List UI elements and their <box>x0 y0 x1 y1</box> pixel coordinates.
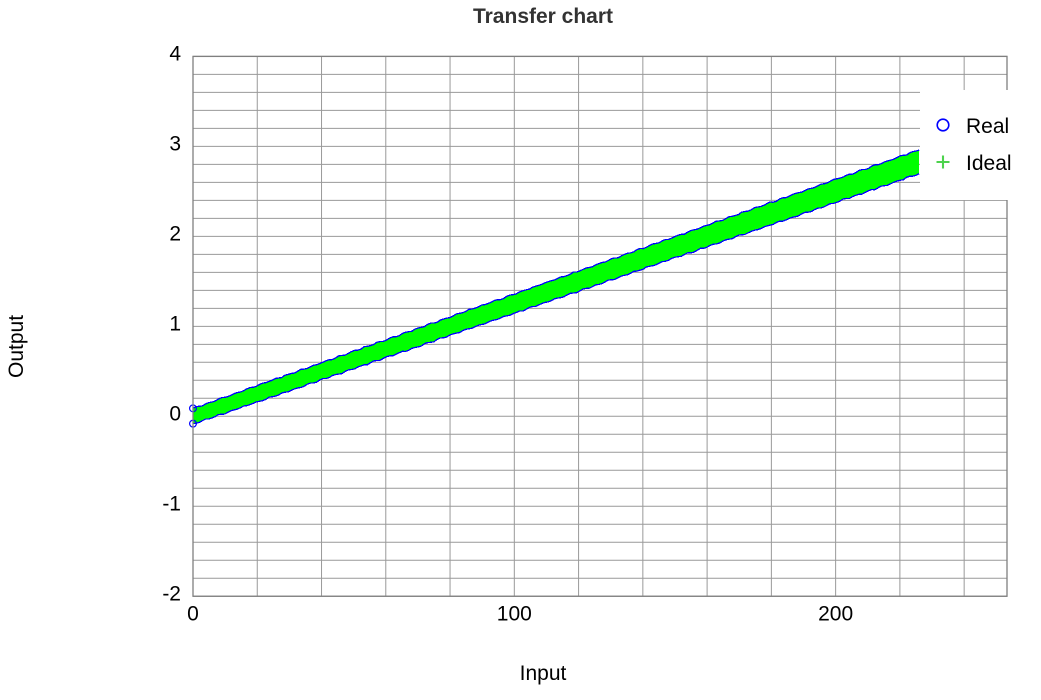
svg-text:1: 1 <box>169 312 181 335</box>
svg-text:100: 100 <box>497 602 532 625</box>
svg-text:200: 200 <box>818 602 853 625</box>
svg-text:0: 0 <box>187 602 199 625</box>
svg-text:2: 2 <box>169 222 181 245</box>
svg-text:-1: -1 <box>162 492 181 515</box>
svg-text:-2: -2 <box>162 582 181 605</box>
svg-text:3: 3 <box>169 132 181 155</box>
svg-text:0: 0 <box>169 402 181 425</box>
svg-text:4: 4 <box>169 42 181 65</box>
